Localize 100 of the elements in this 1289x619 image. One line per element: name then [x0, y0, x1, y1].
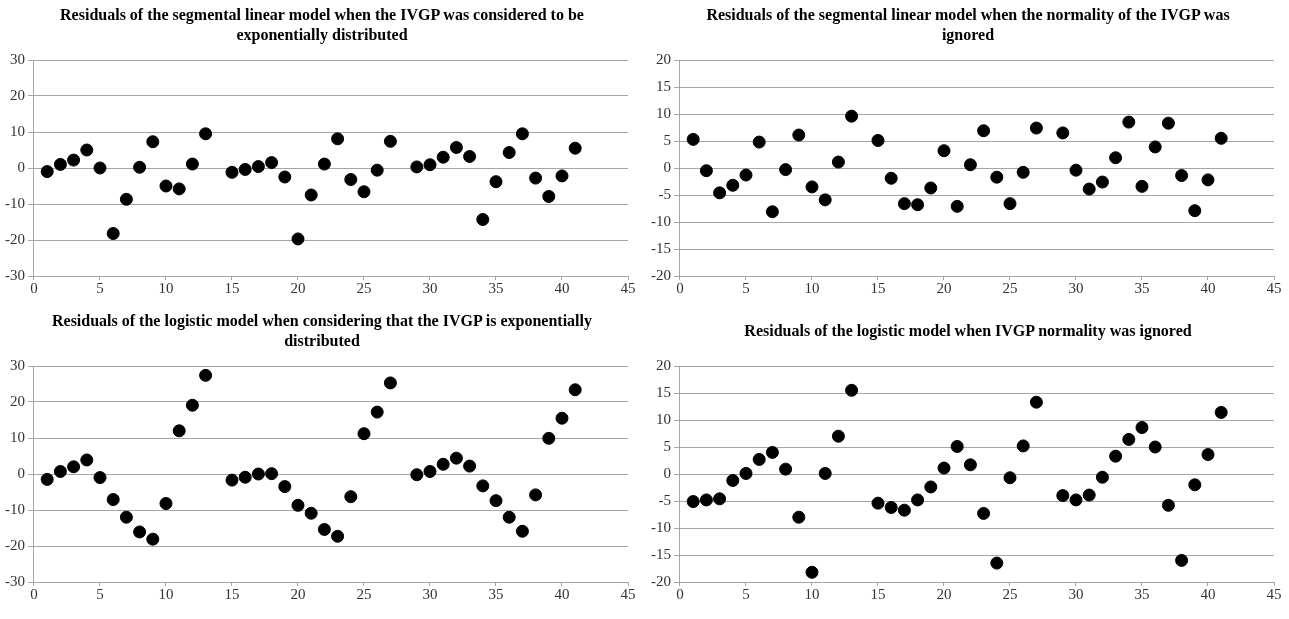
x-tick-label: 10 — [158, 585, 174, 602]
point — [1003, 471, 1017, 485]
point — [1175, 169, 1189, 183]
point — [93, 161, 107, 175]
point — [133, 160, 147, 174]
point — [897, 503, 911, 517]
y-tick-label: 0 — [663, 158, 671, 175]
x-tick-label: 30 — [1068, 585, 1084, 602]
point — [317, 157, 331, 171]
point — [792, 510, 806, 524]
point — [1029, 395, 1043, 409]
y-tick-label: -20 — [651, 266, 671, 283]
point — [199, 368, 213, 382]
chart-title: Residuals of the segmental linear model when the normality of the IVGP was ignored — [705, 5, 1231, 46]
point — [225, 165, 239, 179]
point — [476, 212, 490, 226]
chart-title: Residuals of the segmental linear model when the IVGP was considered to be exponentially distributed — [59, 5, 585, 46]
point — [1109, 151, 1123, 165]
point — [344, 173, 358, 187]
x-tick-label: 15 — [224, 585, 240, 602]
point — [1095, 470, 1109, 484]
y-tick-label: 15 — [656, 383, 671, 400]
point — [1109, 449, 1123, 463]
x-tick-label: 5 — [742, 279, 750, 296]
point — [845, 383, 859, 397]
x-tick-label: 25 — [1002, 279, 1018, 296]
x-tick-label: 10 — [804, 585, 820, 602]
point — [251, 160, 265, 174]
chart-title: Residuals of the logistic model when considering that the IVGP is exponentially distributed — [51, 311, 593, 351]
point — [831, 155, 845, 169]
y-tick-label: 20 — [10, 392, 25, 409]
x-tick-label: 45 — [620, 279, 636, 296]
point — [40, 472, 54, 486]
x-tick-label: 35 — [488, 279, 504, 296]
y-tick-label: -30 — [5, 266, 25, 283]
point — [1135, 179, 1149, 193]
point — [265, 156, 279, 170]
point — [765, 205, 779, 219]
x-tick-label: 45 — [620, 585, 636, 602]
point — [937, 144, 951, 158]
x-tick-label: 15 — [224, 279, 240, 296]
y-tick-label: 20 — [10, 86, 25, 103]
point — [911, 493, 925, 507]
x-tick-label: 5 — [742, 585, 750, 602]
point — [383, 134, 397, 148]
point — [1069, 163, 1083, 177]
point — [489, 175, 503, 189]
point — [238, 162, 252, 176]
point — [1201, 448, 1215, 462]
point — [568, 383, 582, 397]
x-tick-label: 25 — [1002, 585, 1018, 602]
point — [357, 427, 371, 441]
point — [950, 199, 964, 213]
x-tick-label: 20 — [290, 279, 306, 296]
point — [357, 185, 371, 199]
y-tick-label: 10 — [656, 104, 671, 121]
x-tick-label: 20 — [936, 585, 952, 602]
x-tick-label: 0 — [30, 585, 38, 602]
point — [106, 493, 120, 507]
point — [93, 471, 107, 485]
y-tick-label: -5 — [658, 185, 671, 202]
y-tick-label: 20 — [656, 50, 671, 67]
point — [990, 556, 1004, 570]
point — [1029, 121, 1043, 135]
y-tick-label: -10 — [5, 194, 25, 211]
x-tick-label: 45 — [1266, 585, 1282, 602]
y-tick-label: -10 — [651, 212, 671, 229]
point — [119, 192, 133, 206]
y-tick-label: 20 — [656, 356, 671, 373]
point — [67, 460, 81, 474]
point — [1161, 116, 1175, 130]
point — [463, 459, 477, 473]
point — [172, 424, 186, 438]
x-tick-label: 10 — [158, 279, 174, 296]
point — [502, 510, 516, 524]
point — [739, 168, 753, 182]
x-tick-label: 40 — [554, 279, 570, 296]
point — [950, 439, 964, 453]
x-tick-label: 30 — [422, 585, 438, 602]
y-tick-label: -30 — [5, 572, 25, 589]
point — [871, 496, 885, 510]
point — [555, 169, 569, 183]
point — [897, 197, 911, 211]
point — [871, 133, 885, 147]
point — [726, 473, 740, 487]
point — [383, 376, 397, 390]
point — [568, 141, 582, 155]
point — [977, 124, 991, 138]
y-tick-label: -15 — [651, 545, 671, 562]
point — [265, 467, 279, 481]
point — [1201, 173, 1215, 187]
y-tick-label: 15 — [656, 77, 671, 94]
y-tick-label: 10 — [10, 122, 25, 139]
point — [529, 488, 543, 502]
point — [1148, 140, 1162, 154]
point — [831, 429, 845, 443]
point — [990, 170, 1004, 184]
point — [924, 480, 938, 494]
point — [463, 149, 477, 163]
x-tick-label: 35 — [1134, 585, 1150, 602]
